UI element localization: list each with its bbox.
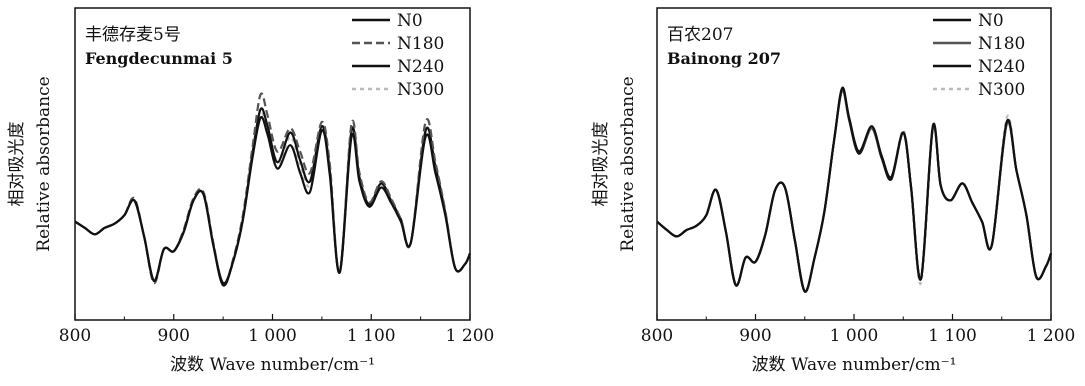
x-tick-label: 1 100 [928,326,977,346]
legend-label-n180: N180 [978,34,1025,54]
x-tick-label: 900 [158,326,190,346]
chart-panel-2: 800 900 1 000 1 100 1 200 波数 Wave number/cm⁻¹… [591,7,1076,375]
chart-subtitle: Bainong 207 [667,49,781,68]
legend-label-n180: N180 [397,34,444,54]
chart-title: 百农207 [667,25,733,45]
series-line-n0 [656,86,1053,293]
x-tick-label: 900 [739,326,771,346]
chart-title: 丰德存麦5号 [85,25,181,45]
series-line-n0 [74,115,472,287]
chart-panel-1: 800 900 1 000 1 100 1 200 波数 Wave number/cm⁻¹… [7,7,495,375]
y-axis-label-cn: 相对吸光度 [7,122,27,207]
legend-label-n240: N240 [978,57,1025,77]
legend-label-n0: N0 [397,11,423,31]
x-tick-label: 1 200 [446,326,495,346]
y-axis-label-cn: 相对吸光度 [591,122,611,207]
x-tick-label: 800 [59,326,91,346]
chart-subtitle: Fengdecunmai 5 [85,49,233,68]
legend-label-n300: N300 [397,80,444,100]
legend-label-n300: N300 [978,80,1025,100]
x-tick-label: 1 000 [830,326,879,346]
legend-label-n240: N240 [397,57,444,77]
x-axis-label: 波数 Wave number/cm⁻¹ [752,355,957,375]
x-tick-label: 800 [641,326,673,346]
x-tick-label: 1 100 [347,326,396,346]
x-tick-label: 1 200 [1027,326,1076,346]
x-tick-label: 1 000 [248,326,297,346]
x-axis-label: 波数 Wave number/cm⁻¹ [170,355,375,375]
y-axis-label-en: Relative absorbance [618,76,638,251]
series-line-n180 [74,92,472,287]
legend-label-n0: N0 [978,11,1004,31]
y-axis-label-en: Relative absorbance [34,76,54,251]
